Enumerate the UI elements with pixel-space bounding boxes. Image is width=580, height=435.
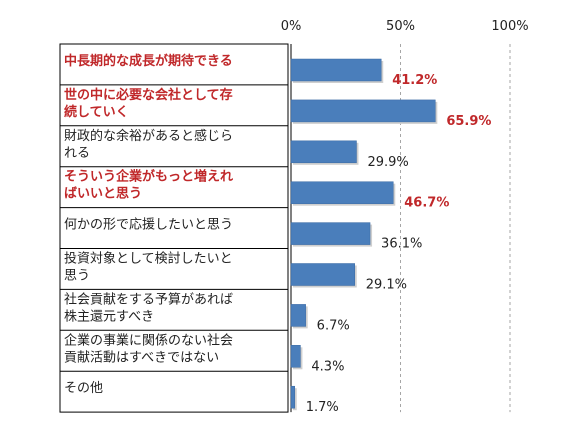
category-label: 世の中に必要な会社として存 [64,87,233,103]
bar [290,304,306,327]
data-label: 46.7% [404,196,449,211]
data-label: 41.2% [392,73,437,88]
category-label: 何かの形で応援したいと思う [64,217,233,233]
category-label: 企業の事業に関係のない社会 [64,332,233,348]
data-label: 36.1% [381,237,422,252]
x-tick-label: 0% [281,19,302,34]
category-label-box [59,43,289,413]
data-label: 6.7% [317,318,350,333]
bar [290,140,357,164]
bar [290,181,394,204]
x-tick-label: 100% [491,19,528,34]
category-label: ばいいと思う [64,187,142,202]
category-label: れる [64,146,90,161]
data-label: 29.1% [366,278,407,293]
bar [290,222,371,245]
x-tick-label: 50% [386,19,415,34]
category-label: 中長期的な成長が期待できる [64,53,233,69]
category-label: その他 [64,381,103,396]
category-label: 財政的な余裕があると感じら [64,128,233,144]
category-label: 続していく [64,104,129,120]
bar [290,345,301,368]
category-label: そういう企業がもっと増えれ [64,169,233,185]
category-label: 投資対象として検討したいと [64,251,233,267]
category-label: 株主還元すべき [64,309,154,324]
bar [290,99,436,123]
data-label: 1.7% [306,400,339,415]
data-label: 65.9% [446,114,491,129]
category-label: 社会貢献をする予算があれば [64,291,233,307]
bar [290,385,295,409]
data-label: 4.3% [311,359,344,374]
bar [290,58,382,82]
bar [290,263,355,286]
category-label: 貢献活動はすべきではない [64,350,219,365]
category-label: 思う [64,269,90,284]
data-label: 29.9% [367,155,408,170]
